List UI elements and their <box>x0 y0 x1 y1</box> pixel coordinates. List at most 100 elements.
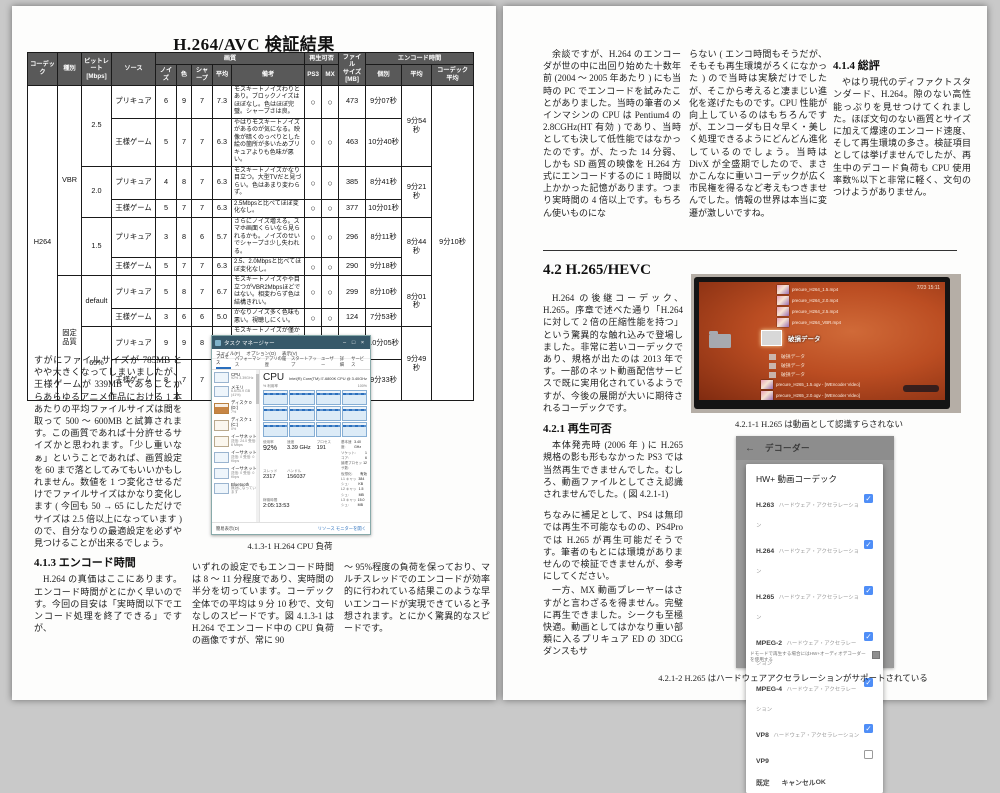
taskmgr-tab[interactable]: アプリの履歴 <box>264 356 287 367</box>
body-paragraph: 〜 95%程度の負荷を保っており、マルチスレッドでのエンコードが効率的に行われて… <box>344 562 490 634</box>
table-header-cell: 備考 <box>230 64 306 86</box>
table-cell: 9分18秒 <box>365 257 403 277</box>
dialog-actions: 既定 キャンセル OK <box>756 777 873 788</box>
checkbox-icon[interactable]: ✓ <box>864 678 873 687</box>
video-thumbnail <box>777 318 789 327</box>
video-thumbnail <box>777 296 789 305</box>
checkbox-icon[interactable]: ✓ <box>864 540 873 549</box>
taskmgr-tab[interactable]: サービス <box>351 356 365 367</box>
taskmgr-tab[interactable]: スタートアップ <box>291 356 317 367</box>
table-cell: ○ <box>304 257 323 277</box>
right-lower-col: H.264 の後継コーデック、H.265。序章で述べた通り「H.264 に対して… <box>543 292 683 660</box>
checkbox-icon[interactable]: ✓ <box>864 750 873 759</box>
menu-item[interactable]: 表示(V) <box>281 350 298 356</box>
table-cell: 8分44秒 <box>401 216 433 277</box>
dialog-button[interactable]: OK <box>815 778 826 786</box>
xmb-broken-row[interactable]: 破損データ <box>769 352 805 361</box>
taskmgr-tab[interactable]: プロセス <box>216 354 231 369</box>
perf-sidebar-item[interactable]: メモリ 6.6/15.9 GB (41%) <box>212 384 259 400</box>
body-paragraph: ちなみに補足として、PS4 は無印では再生不可能なものの、PS4Pro では H… <box>543 510 683 582</box>
table-cell: 10分40秒 <box>365 117 403 167</box>
perf-sidebar-item[interactable]: Bluetooth 無効になっています <box>212 481 259 497</box>
codec-option-row[interactable]: VP8 ハードウェア・アクセラレーション ✓ <box>756 723 873 743</box>
table-cell: 8 <box>176 216 192 259</box>
checkbox-icon[interactable]: ✓ <box>864 724 873 733</box>
window-control-icon[interactable]: – <box>342 339 347 346</box>
table-cell: ○ <box>304 165 323 200</box>
perf-item-name: イーサネット <box>231 465 257 471</box>
codec-name: H.263 <box>756 502 775 509</box>
table-cell: 2.5Mbpsと比べてほぼ変化なし。 <box>230 198 306 218</box>
xmb-file-row[interactable]: precure_H264_1.5.mp4 <box>777 284 841 295</box>
cpu-info-line: ソケット: 1 <box>341 450 367 455</box>
xmb-file-row[interactable]: precure_H264_2.5.mp4 <box>777 306 841 317</box>
mini-graph-icon <box>214 451 229 463</box>
taskmgr-window-controls: – □ × <box>340 340 367 346</box>
dialog-title: HW+ 動画コーデック <box>756 474 837 484</box>
right-col3: 4.1.4 総評 やはり現代のディファクトスタンダード、H.264。隙のない高性… <box>833 60 971 200</box>
xmb-broken-row[interactable]: 破損データ <box>769 370 805 379</box>
section-heading-42: 4.2 H.265/HEVC <box>543 262 651 278</box>
codec-option-row[interactable]: H.263 ハードウェア・アクセラレーション ✓ <box>756 493 873 533</box>
menu-item[interactable]: オプション(O) <box>246 350 276 356</box>
table-cell: プリキュア <box>111 84 156 119</box>
xmb-broken-row[interactable]: 破損データ <box>769 361 805 370</box>
perf-sidebar-item[interactable]: イーサネット 送信: 0 受信: 0 Kbps <box>212 465 259 481</box>
taskmgr-tab[interactable]: ユーザー <box>320 356 334 367</box>
body-paragraph: いずれの設定でもエンコード時間は 8 〜 11 分程度であり、実時間の半分を切っ… <box>192 562 334 646</box>
table-cell: 9分21秒 <box>401 165 433 218</box>
codec-option-row[interactable]: H.265 ハードウェア・アクセラレーション ✓ <box>756 585 873 625</box>
table-cell: 463 <box>338 117 367 167</box>
checkbox-icon[interactable]: ✓ <box>864 586 873 595</box>
back-arrow-icon[interactable]: ← <box>745 442 755 454</box>
taskmgr-menubar: ファイル(F) オプション(O) 表示(V) <box>212 349 370 359</box>
open-resource-monitor-link[interactable]: リソース モニターを開く <box>317 525 366 531</box>
xmb-file-row[interactable]: precure_H265_2.0.ogv - [WEncoder Video] <box>761 390 860 400</box>
video-filename: precure_H264_1.5.mp4 <box>792 287 839 292</box>
perf-sidebar-item[interactable]: イーサネット 送信: 24.0 受信: 6 Mbps <box>212 434 259 450</box>
checkbox-icon[interactable]: ✓ <box>864 494 873 503</box>
table-cell: 473 <box>338 84 367 119</box>
perf-item-sub: 送信: 24.0 受信: 6 Mbps <box>231 438 257 447</box>
menu-item[interactable]: ファイル(F) <box>216 350 241 356</box>
codec-option-row[interactable]: H.264 ハードウェア・アクセラレーション ✓ <box>756 539 873 579</box>
dialog-button[interactable]: 既定 <box>756 780 770 787</box>
left-col2: いずれの設定でもエンコード時間は 8 〜 11 分程度であり、実時間の半分を切っ… <box>192 561 334 648</box>
table-cell: 固定 品質 <box>57 275 82 401</box>
corrupt-data-icon <box>769 362 776 369</box>
codec-option-row[interactable]: MPEG-2 ハードウェア・アクセラレーション ✓ <box>756 631 873 671</box>
cpu-info-list: 基本速度: 3.40 GHz ソケット: 1 コア: <box>341 440 367 520</box>
simple-view-button[interactable]: 簡易表示(D) <box>216 525 240 531</box>
perf-sidebar-item[interactable]: ディスク 1 (C:) 0% <box>212 417 259 434</box>
perf-sidebar-item[interactable]: イーサネット 送信: 0 受信: 0 Kbps <box>212 449 259 465</box>
dialog-button[interactable]: キャンセル <box>781 780 816 787</box>
xmb-file-row[interactable]: precure_H264_2.0.mp4 <box>777 295 841 306</box>
table-cell: ○ <box>304 216 323 259</box>
codec-option-list: H.263 ハードウェア・アクセラレーション ✓ H.264 ハードウェア・アク… <box>756 493 873 769</box>
xmb-file-row[interactable]: precure_H264_VBR.mp4 <box>777 317 841 328</box>
taskmgr-tab[interactable]: パフォーマンス <box>234 356 261 367</box>
perf-sidebar-item[interactable]: ディスク 0 (D:) 7% <box>212 400 259 417</box>
table-header-cell: ソース <box>111 52 156 86</box>
codec-name: MPEG-4 <box>756 686 783 693</box>
checkbox-icon[interactable]: ✓ <box>864 632 873 641</box>
xmb-file-row[interactable]: precure_H265_1.5.ogv - [WEncoder Video] <box>761 379 860 390</box>
table-header-cell: 種別 <box>57 52 82 86</box>
table-cell: 5 <box>155 275 177 310</box>
left-page: H.264/AVC 検証結果 コーデック 種別 ビットレート [Mbps] ソース 画質… <box>12 6 496 700</box>
cpu-stat: 使用率 92% <box>263 440 278 452</box>
window-control-icon[interactable]: □ <box>351 339 356 346</box>
figure-caption-413: 4.1.3-1 H.264 CPU 負荷 <box>247 541 333 551</box>
table-cell: 王様ゲーム <box>111 257 156 277</box>
table-header-cell: ノイズ <box>155 64 177 86</box>
section-divider <box>543 250 957 251</box>
codec-option-row[interactable]: VP9 ✓ <box>756 749 873 769</box>
right-col2: らない ( エンコ時間もそうだが、そもそも再生環境がろくになかった ) ので当時… <box>689 48 827 221</box>
taskmgr-tab[interactable]: 詳細 <box>339 356 345 367</box>
table-cell: 9分07秒 <box>365 84 403 119</box>
window-control-icon[interactable]: × <box>360 339 365 346</box>
xmb-selected-item[interactable]: 破損データ <box>761 330 821 346</box>
perf-sidebar-item[interactable]: CPU 92% 3.39GHz <box>212 370 259 384</box>
video-filename: precure_H264_2.5.mp4 <box>792 309 839 314</box>
scrollbar[interactable] <box>256 370 259 522</box>
